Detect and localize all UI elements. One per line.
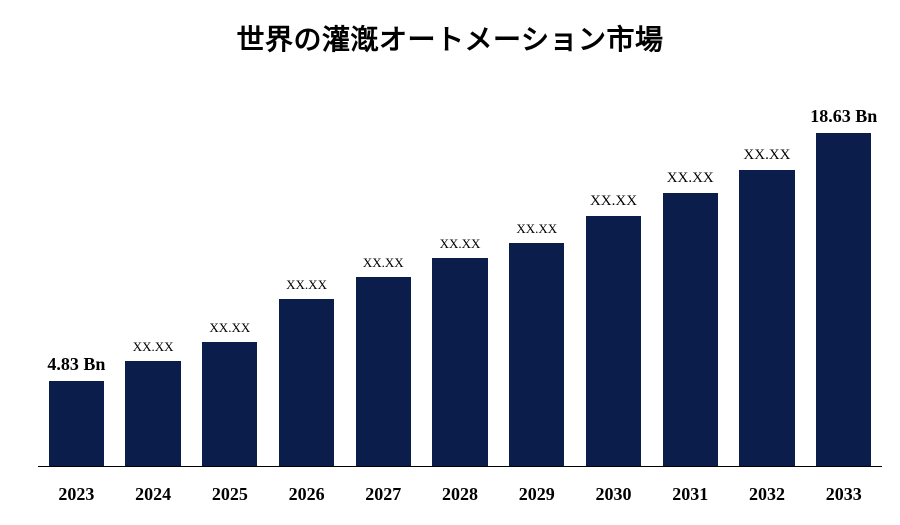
bar-slot: XX.XX bbox=[345, 100, 422, 467]
bar bbox=[202, 342, 257, 467]
bar bbox=[356, 277, 411, 467]
bar-value-label: XX.XX bbox=[191, 320, 268, 336]
x-axis-label: 2024 bbox=[115, 484, 192, 505]
bar-slot: XX.XX bbox=[191, 100, 268, 467]
bar bbox=[739, 170, 794, 467]
bar-slot: XX.XX bbox=[268, 100, 345, 467]
bar-group: 4.83 BnXX.XXXX.XXXX.XXXX.XXXX.XXXX.XXXX.… bbox=[38, 100, 882, 467]
bar-value-label: XX.XX bbox=[575, 193, 652, 210]
x-axis-label: 2030 bbox=[575, 484, 652, 505]
x-axis-label: 2026 bbox=[268, 484, 345, 505]
bar bbox=[663, 193, 718, 467]
x-axis-label: 2025 bbox=[191, 484, 268, 505]
bar-slot: 18.63 Bn bbox=[805, 100, 882, 467]
bar-value-label: XX.XX bbox=[115, 339, 192, 355]
bar-value-label: XX.XX bbox=[652, 170, 729, 187]
chart-container: 世界の灌漑オートメーション市場 4.83 BnXX.XXXX.XXXX.XXXX… bbox=[0, 0, 900, 525]
bar-slot: XX.XX bbox=[422, 100, 499, 467]
bar bbox=[49, 381, 104, 467]
chart-title: 世界の灌漑オートメーション市場 bbox=[0, 18, 900, 58]
x-axis-labels: 2023202420252026202720282029203020312032… bbox=[38, 484, 882, 505]
bar-slot: XX.XX bbox=[729, 100, 806, 467]
bar-slot: XX.XX bbox=[498, 100, 575, 467]
bar-slot: XX.XX bbox=[575, 100, 652, 467]
bar-value-label: 4.83 Bn bbox=[38, 354, 115, 375]
x-axis-line bbox=[38, 466, 882, 467]
x-axis-label: 2028 bbox=[422, 484, 499, 505]
bar bbox=[586, 216, 641, 467]
bar bbox=[509, 243, 564, 467]
bar bbox=[816, 133, 871, 467]
bar-value-label: XX.XX bbox=[729, 147, 806, 164]
bar-value-label: XX.XX bbox=[268, 277, 345, 293]
bar-value-label: 18.63 Bn bbox=[805, 106, 882, 127]
bar-slot: 4.83 Bn bbox=[38, 100, 115, 467]
bar-value-label: XX.XX bbox=[345, 255, 422, 271]
bar-value-label: XX.XX bbox=[422, 236, 499, 252]
x-axis-label: 2033 bbox=[805, 484, 882, 505]
bar-slot: XX.XX bbox=[652, 100, 729, 467]
bar bbox=[432, 258, 487, 467]
x-axis-label: 2023 bbox=[38, 484, 115, 505]
chart-plot-area: 4.83 BnXX.XXXX.XXXX.XXXX.XXXX.XXXX.XXXX.… bbox=[38, 100, 882, 467]
bar-value-label: XX.XX bbox=[498, 221, 575, 237]
x-axis-label: 2027 bbox=[345, 484, 422, 505]
bar bbox=[279, 299, 334, 467]
bar bbox=[125, 361, 180, 467]
x-axis-label: 2032 bbox=[729, 484, 806, 505]
bar-slot: XX.XX bbox=[115, 100, 192, 467]
x-axis-label: 2029 bbox=[498, 484, 575, 505]
x-axis-label: 2031 bbox=[652, 484, 729, 505]
